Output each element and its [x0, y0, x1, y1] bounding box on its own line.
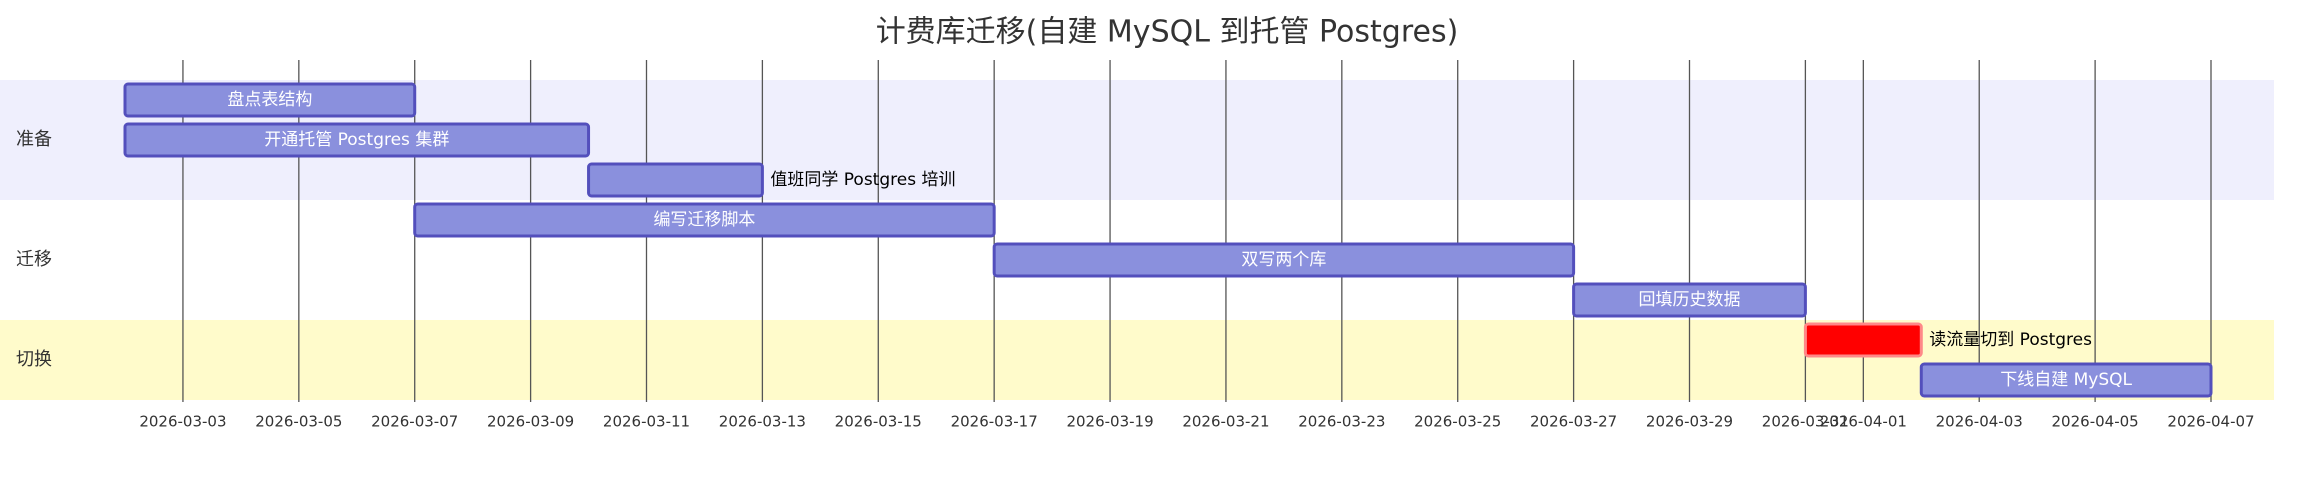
task-bar — [1572, 282, 1807, 318]
x-tick-label: 2026-03-17 — [951, 413, 1038, 431]
x-tick-label: 2026-04-03 — [1936, 413, 2023, 431]
task-bar — [413, 202, 996, 238]
x-tick-label: 2026-03-09 — [487, 413, 574, 431]
x-tick-label: 2026-03-25 — [1414, 413, 1501, 431]
x-tick-label: 2026-03-29 — [1646, 413, 1733, 431]
grid: 2026-03-03 2026-03-05 2026-03-07 2026-03-09… — [139, 60, 2255, 431]
critical-task-bar — [1803, 322, 1923, 358]
x-tick-label: 2026-03-03 — [139, 413, 226, 431]
x-tick-label: 2026-03-07 — [371, 413, 458, 431]
task-label: 读流量切到 Postgres — [1929, 330, 2092, 350]
task-bar — [123, 82, 417, 118]
x-tick-label: 2026-03-11 — [603, 413, 690, 431]
x-tick-label: 2026-03-05 — [255, 413, 342, 431]
x-tick-label: 2026-03-19 — [1066, 413, 1153, 431]
section-label: 准备 — [16, 129, 52, 150]
x-tick-label: 2026-03-15 — [835, 413, 922, 431]
x-tick-label: 2026-03-23 — [1298, 413, 1385, 431]
x-tick-label: 2026-04-07 — [2167, 413, 2254, 431]
section-label: 迁移 — [16, 249, 52, 270]
task-bar — [1919, 362, 2213, 398]
task-label: 回填历史数据 — [1639, 290, 1741, 310]
chart-title: 计费库迁移(自建 MySQL 到托管 Postgres) — [876, 15, 1459, 50]
x-tick-label: 2026-03-27 — [1530, 413, 1617, 431]
section-label: 切换 — [16, 349, 52, 370]
task-bar — [992, 242, 1576, 278]
task-label: 开通托管 Postgres 集群 — [264, 130, 449, 150]
task-bar — [123, 122, 591, 158]
x-tick-label: 2026-04-01 — [1820, 413, 1907, 431]
x-tick-label: 2026-03-21 — [1182, 413, 1269, 431]
x-tick-label: 2026-03-13 — [719, 413, 806, 431]
x-tick-label: 2026-04-05 — [2052, 413, 2139, 431]
task-label: 下线自建 MySQL — [2000, 370, 2132, 390]
x-tick-label: 2026-03-31 — [1762, 413, 1849, 431]
task-label: 双写两个库 — [1241, 250, 1326, 270]
task-bar — [587, 162, 764, 198]
task-label: 盘点表结构 — [227, 90, 312, 110]
task-label: 值班同学 Postgres 培训 — [770, 170, 955, 190]
task-label: 编写迁移脚本 — [653, 210, 755, 230]
